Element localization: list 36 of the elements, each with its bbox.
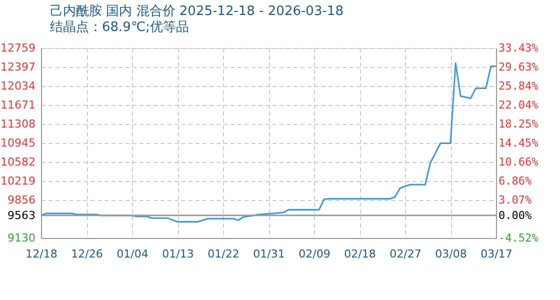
y2-tick-label: 0.00% xyxy=(498,208,532,222)
y-tick-label: 9856 xyxy=(8,193,36,206)
x-tick-label: 01/13 xyxy=(162,248,194,260)
y2-tick-label: 29.63% xyxy=(498,60,539,74)
y-tick-label: 12397 xyxy=(0,60,36,74)
x-tick-label: 01/22 xyxy=(208,248,240,260)
x-tick-label: 01/31 xyxy=(253,248,285,260)
x-tick-label: 01/04 xyxy=(116,248,148,260)
line-series xyxy=(40,62,497,223)
y-tick-label: 11671 xyxy=(0,98,36,112)
y-tick-label: 9563 xyxy=(8,208,36,222)
y2-tick-label: 3.07% xyxy=(498,194,532,206)
y2-tick-label: 33.43% xyxy=(498,42,539,54)
y2-tick-label: 14.45% xyxy=(498,136,539,150)
y-tick-label: 10582 xyxy=(0,155,36,168)
y2-tick-label: 18.25% xyxy=(498,118,539,130)
y2-tick-label: 10.66% xyxy=(498,156,539,168)
y-tick-label: 11308 xyxy=(0,117,36,130)
x-tick-label: 03/08 xyxy=(435,248,467,260)
y2-tick-label: 25.84% xyxy=(498,80,539,92)
y-tick-label: 10219 xyxy=(0,174,36,188)
chart-title: 己内酰胺 国内 混合价 2025-12-18 - 2026-03-18 xyxy=(50,4,344,19)
y-tick-label: 10945 xyxy=(0,136,36,150)
y2-tick-label: 6.86% xyxy=(498,174,532,188)
y2-tick-label: 22.04% xyxy=(498,98,539,112)
y-tick-label: 9130 xyxy=(8,232,36,244)
y-tick-label: 12034 xyxy=(0,79,36,92)
x-tick-label: 12/26 xyxy=(71,248,103,260)
x-tick-label: 02/27 xyxy=(390,248,422,260)
x-tick-label: 02/18 xyxy=(344,248,376,260)
chart-subtitle: 结晶点：68.9℃;优等品 xyxy=(50,20,189,35)
x-tick-label: 02/09 xyxy=(298,248,330,260)
x-tick-label: 12/18 xyxy=(26,248,58,260)
x-tick-label: 03/17 xyxy=(480,248,512,260)
y-tick-label: 12759 xyxy=(0,42,36,54)
y2-tick-label: -4.52% xyxy=(498,232,539,244)
